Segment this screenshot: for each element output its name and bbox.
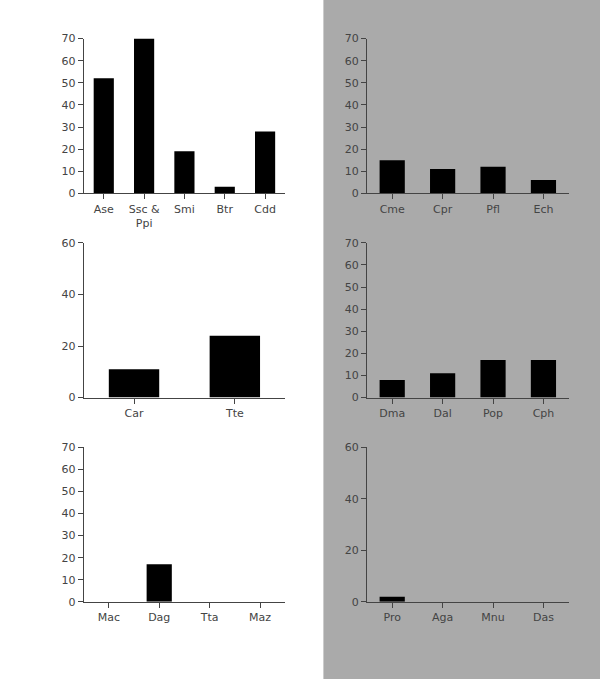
svg-text:0: 0 <box>68 187 75 200</box>
svg-text:10: 10 <box>345 369 359 382</box>
svg-text:Smi: Smi <box>174 203 195 216</box>
svg-text:40: 40 <box>345 303 359 316</box>
svg-text:Dma: Dma <box>379 407 405 420</box>
svg-text:Cph: Cph <box>533 407 555 420</box>
svg-text:50: 50 <box>61 485 75 498</box>
svg-text:Ssc &Ppi: Ssc &Ppi <box>129 203 160 230</box>
svg-text:Cme: Cme <box>380 203 405 216</box>
svg-text:Mnu: Mnu <box>481 611 504 624</box>
svg-text:60: 60 <box>345 441 359 454</box>
svg-text:40: 40 <box>345 99 359 112</box>
svg-text:30: 30 <box>345 121 359 134</box>
svg-text:70: 70 <box>61 441 75 454</box>
svg-text:Pfl: Pfl <box>486 203 500 216</box>
svg-text:Aga: Aga <box>432 611 453 624</box>
svg-text:40: 40 <box>61 99 75 112</box>
svg-text:30: 30 <box>61 529 75 542</box>
svg-text:Tte: Tte <box>225 407 244 420</box>
svg-text:20: 20 <box>345 143 359 156</box>
svg-text:40: 40 <box>61 507 75 520</box>
svg-text:0: 0 <box>68 391 75 404</box>
svg-text:0: 0 <box>68 596 75 609</box>
svg-text:Dag: Dag <box>148 611 170 624</box>
svg-text:70: 70 <box>345 32 359 45</box>
svg-text:Das: Das <box>533 611 554 624</box>
svg-text:Dal: Dal <box>433 407 451 420</box>
svg-text:Tta: Tta <box>200 611 219 624</box>
svg-text:Pop: Pop <box>483 407 503 420</box>
svg-text:40: 40 <box>61 288 75 301</box>
svg-text:20: 20 <box>61 143 75 156</box>
svg-text:20: 20 <box>345 544 359 557</box>
svg-text:20: 20 <box>61 340 75 353</box>
svg-text:Mac: Mac <box>98 611 120 624</box>
svg-text:10: 10 <box>345 165 359 178</box>
svg-text:0: 0 <box>352 596 359 609</box>
svg-text:20: 20 <box>345 347 359 360</box>
svg-text:70: 70 <box>345 237 359 250</box>
svg-text:50: 50 <box>345 77 359 90</box>
svg-text:Ase: Ase <box>94 203 114 216</box>
svg-text:Btr: Btr <box>217 203 234 216</box>
svg-text:Maz: Maz <box>249 611 271 624</box>
svg-text:50: 50 <box>345 281 359 294</box>
svg-text:40: 40 <box>345 493 359 506</box>
svg-text:60: 60 <box>61 55 75 68</box>
svg-text:Cdd: Cdd <box>254 203 276 216</box>
svg-text:Pro: Pro <box>383 611 401 624</box>
svg-text:20: 20 <box>61 552 75 565</box>
svg-text:70: 70 <box>61 32 75 45</box>
svg-text:30: 30 <box>345 325 359 338</box>
svg-text:60: 60 <box>61 463 75 476</box>
svg-text:Cpr: Cpr <box>433 203 453 216</box>
svg-text:0: 0 <box>352 391 359 404</box>
svg-text:60: 60 <box>345 259 359 272</box>
svg-text:60: 60 <box>345 55 359 68</box>
svg-text:50: 50 <box>61 77 75 90</box>
svg-text:60: 60 <box>61 237 75 250</box>
svg-text:10: 10 <box>61 165 75 178</box>
svg-text:0: 0 <box>352 187 359 200</box>
svg-text:Car: Car <box>125 407 144 420</box>
svg-text:10: 10 <box>61 574 75 587</box>
svg-text:30: 30 <box>61 121 75 134</box>
svg-text:Ech: Ech <box>533 203 553 216</box>
